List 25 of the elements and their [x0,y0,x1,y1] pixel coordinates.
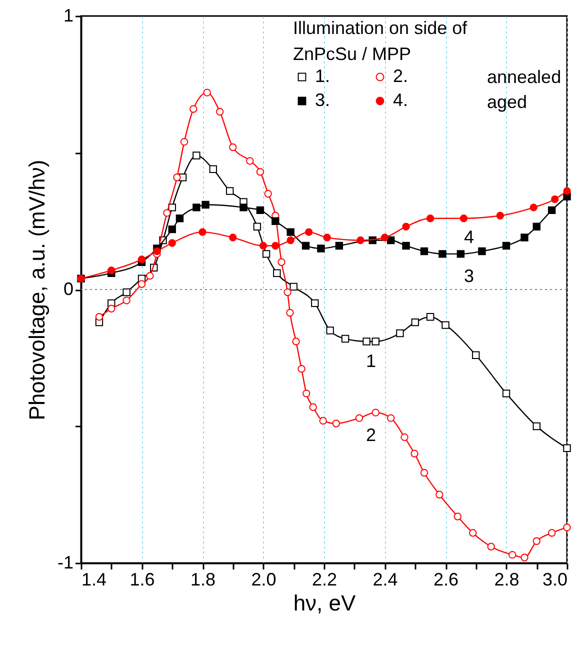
legend-label: 3. [315,90,330,110]
x-tick-label: 3.0 [542,570,568,590]
x-tick-label: 2.8 [494,570,520,590]
annotation: 3 [464,266,474,286]
legend-label: 2. [393,66,408,86]
legend-label: 1. [315,66,330,86]
x-tick-label: 1.8 [190,570,216,590]
y-tick-label: 1 [63,6,74,26]
annotation: 1 [366,351,376,371]
x-tick-label: 1.4 [82,570,107,590]
x-tick-label: 2.2 [312,570,338,590]
annotation: aged [487,92,528,112]
y-tick-label: -1 [57,552,74,572]
x-tick-label: 1.6 [130,570,155,590]
legend-title: Illumination on side of ZnPcSu / MPP [293,18,468,64]
y-axis-title: Photovoltage, a.u. (mV/hν) [24,160,50,420]
x-tick-label: 2.4 [372,570,398,590]
y-tick-label: 0 [63,279,74,299]
annotation: annealed [487,67,562,87]
x-tick-label: 2.6 [433,570,459,590]
x-tick-label: 2.0 [251,570,276,590]
annotation: 4 [464,227,474,247]
x-axis-title: hν, eV [293,590,356,616]
annotation: 2 [366,425,376,445]
legend-label: 4. [393,90,408,110]
